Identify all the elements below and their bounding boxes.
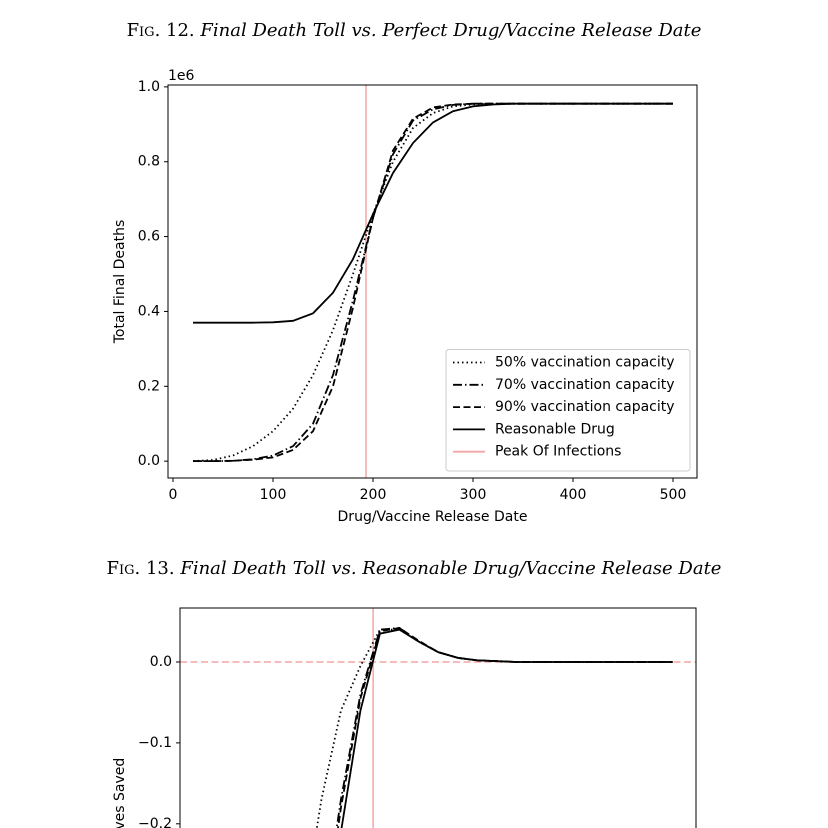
figure-label: Fig. 13. xyxy=(107,558,175,579)
legend-label: 50% vaccination capacity xyxy=(495,355,675,371)
legend-label: Peak Of Infections xyxy=(495,444,621,460)
plot-frame xyxy=(167,84,698,479)
x-tick-label: 500 xyxy=(660,487,687,503)
x-tick-label: 300 xyxy=(460,487,487,503)
plot-area xyxy=(192,85,673,478)
y-tick-label: 0.2 xyxy=(138,378,160,394)
y-tick-label: 0.0 xyxy=(150,654,172,670)
y-axis-label: Total Final Deaths xyxy=(112,220,128,345)
figure-title: Final Death Toll vs. Perfect Drug/Vaccin… xyxy=(199,20,701,41)
figure-label: Fig. 12. xyxy=(127,20,195,41)
y-tick-label: −0.2 xyxy=(138,816,172,828)
y-tick-label: 1.0 xyxy=(138,79,160,95)
y-tick-label: 0.8 xyxy=(138,154,160,170)
y-tick-label: 0.0 xyxy=(138,453,160,469)
x-tick-label: 200 xyxy=(360,487,387,503)
series-line xyxy=(193,102,673,324)
figure-caption: Fig. 13. Final Death Toll vs. Reasonable… xyxy=(107,558,722,579)
plot-frame xyxy=(179,607,697,828)
figure-caption: Fig. 12. Final Death Toll vs. Perfect Dr… xyxy=(127,20,702,41)
legend-box xyxy=(445,349,691,472)
y-tick-label: 0.4 xyxy=(138,303,160,319)
plot-area xyxy=(180,608,696,828)
figure-title: Final Death Toll vs. Reasonable Drug/Vac… xyxy=(179,558,721,579)
x-tick-label: 400 xyxy=(560,487,587,503)
legend-label: Reasonable Drug xyxy=(495,421,615,437)
y-tick-label: 0.6 xyxy=(138,229,160,245)
x-tick-label: 100 xyxy=(260,487,287,503)
legend-label: 90% vaccination capacity xyxy=(495,399,675,415)
series-line xyxy=(340,628,673,828)
x-axis-label: Drug/Vaccine Release Date xyxy=(338,509,528,525)
legend-label: 70% vaccination capacity xyxy=(495,377,675,393)
y-offset-label: 1e6 xyxy=(168,68,195,84)
y-axis-label: Change in % Lives Saved xyxy=(112,758,128,828)
x-tick-label: 0 xyxy=(169,487,178,503)
legend: 50% vaccination capacity 70% vaccination … xyxy=(445,349,691,472)
y-tick-label: −0.1 xyxy=(138,735,172,751)
